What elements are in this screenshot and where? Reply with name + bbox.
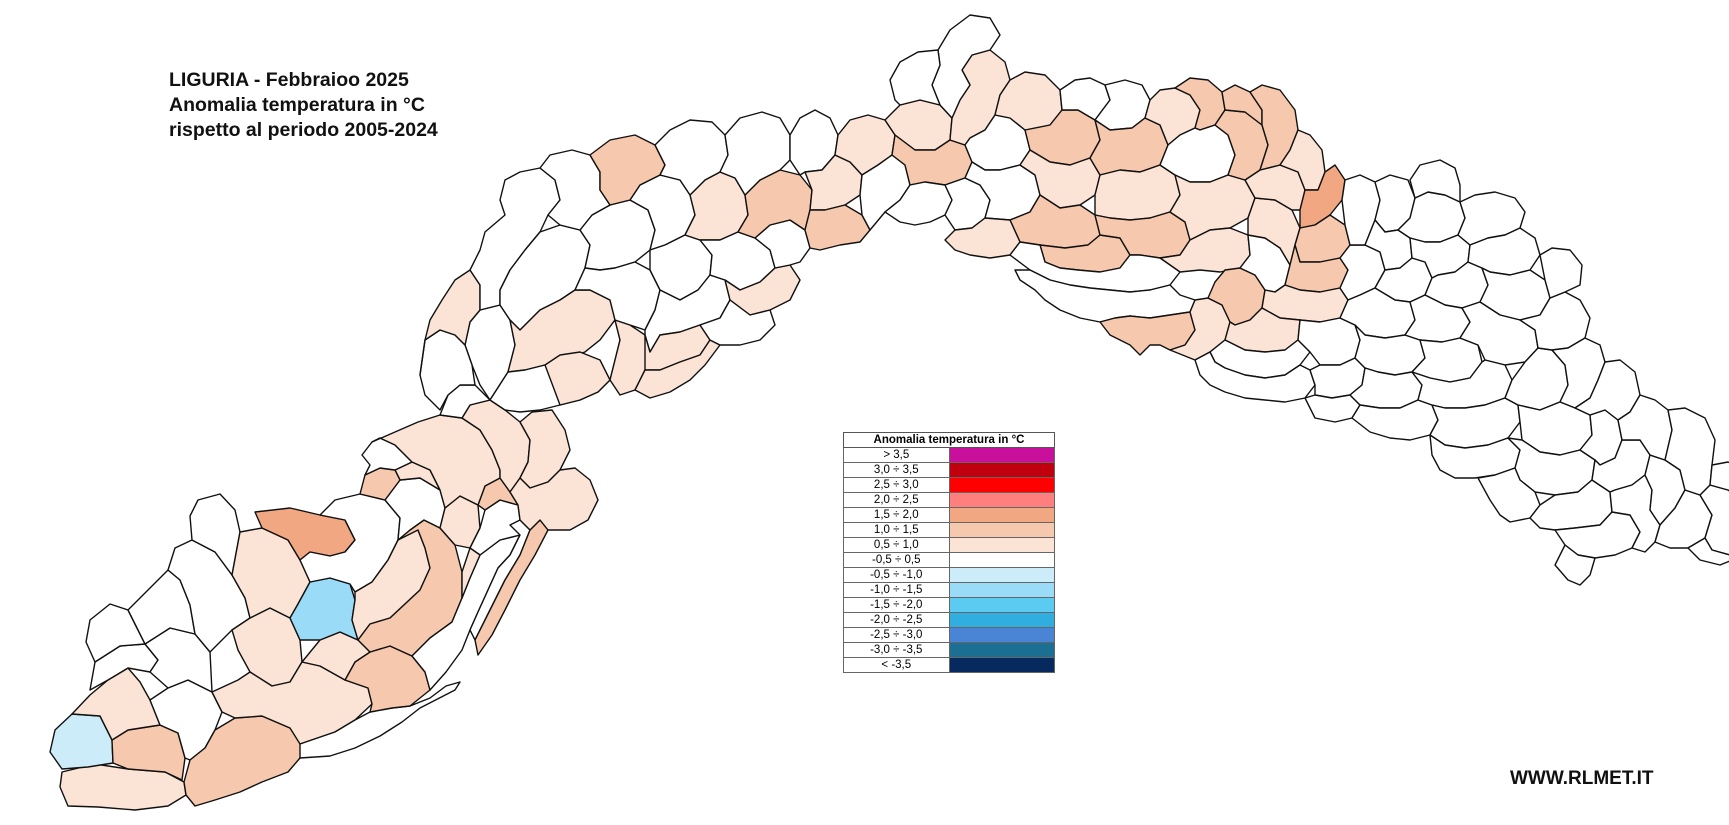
legend-label: 0,5 ÷ 1,0 (843, 537, 950, 553)
legend-swatch (948, 612, 1056, 628)
legend-row: 2,5 ÷ 3,0 (843, 477, 1056, 493)
municipality-area (1297, 317, 1361, 366)
legend-label: -0,5 ÷ 0,5 (843, 552, 950, 568)
legend-label: 2,0 ÷ 2,5 (843, 492, 950, 508)
website-credit: WWW.RLMET.IT (1510, 768, 1654, 789)
legend-swatch (948, 657, 1056, 673)
legend-row: -0,5 ÷ 0,5 (843, 552, 1056, 568)
title-line-3: rispetto al periodo 2005-2024 (169, 119, 438, 141)
legend-label: 1,5 ÷ 2,0 (843, 507, 950, 523)
legend-row: -1,5 ÷ -2,0 (843, 597, 1056, 613)
municipality-area (1687, 461, 1729, 566)
legend-swatch (948, 642, 1056, 658)
municipality-area (1409, 159, 1461, 203)
legend-row: -1,0 ÷ -1,5 (843, 582, 1056, 598)
municipality-regions (49, 14, 1729, 811)
legend-swatch (948, 582, 1056, 598)
legend-row: -3,0 ÷ -3,5 (843, 642, 1056, 658)
municipality-area (589, 134, 666, 206)
municipality-area (1664, 407, 1716, 496)
legend-swatch (948, 492, 1056, 508)
legend-label: -1,0 ÷ -1,5 (843, 582, 950, 598)
legend-label: > 3,5 (843, 447, 950, 463)
municipality-area (189, 493, 241, 576)
legend-label: -2,5 ÷ -3,0 (843, 627, 950, 643)
municipality-area (699, 299, 776, 346)
title-line-1: LIGURIA - Febbraioo 2025 (169, 69, 409, 91)
legend-table: Anomalia temperatura in °C > 3,5 3,0 ÷ 3… (843, 432, 1056, 673)
legend-label: -2,0 ÷ -2,5 (843, 612, 950, 628)
legend-swatch (948, 597, 1056, 613)
legend-swatch (948, 567, 1056, 583)
municipality-area (544, 351, 611, 406)
legend-swatch (948, 477, 1056, 493)
legend-label: < -3,5 (843, 657, 950, 673)
legend-row: -2,0 ÷ -2,5 (843, 612, 1056, 628)
legend-row: 1,0 ÷ 1,5 (843, 522, 1056, 538)
legend-row: -2,5 ÷ -3,0 (843, 627, 1056, 643)
municipality-area (299, 681, 461, 759)
municipality-area (1249, 84, 1299, 171)
legend-swatch (948, 507, 1056, 523)
map-title: LIGURIA - Febbraioo 2025 Anomalia temper… (169, 68, 438, 143)
legend-swatch (948, 552, 1056, 568)
municipality-area (461, 547, 481, 599)
municipality-area (539, 149, 611, 231)
legend-swatch (948, 537, 1056, 553)
legend-swatch (948, 627, 1056, 643)
legend-row: < -3,5 (843, 657, 1056, 673)
municipality-area (1519, 291, 1591, 351)
legend-swatch (948, 522, 1056, 538)
municipality-area (1467, 227, 1541, 276)
legend-row: 2,0 ÷ 2,5 (843, 492, 1056, 508)
municipality-area (509, 467, 599, 531)
municipality-area (634, 339, 721, 399)
legend-label: -3,0 ÷ -3,5 (843, 642, 950, 658)
municipality-area (1554, 544, 1596, 586)
municipality-area (1279, 129, 1326, 191)
municipality-area (1094, 164, 1181, 221)
legend-row: -0,5 ÷ -1,0 (843, 567, 1056, 583)
legend-label: 2,5 ÷ 3,0 (843, 477, 950, 493)
legend-row: 0,5 ÷ 1,0 (843, 537, 1056, 553)
legend-row: 1,5 ÷ 2,0 (843, 507, 1056, 523)
municipality-area (804, 204, 871, 251)
legend-label: -1,5 ÷ -2,0 (843, 597, 950, 613)
legend-swatch (948, 462, 1056, 478)
title-line-2: Anomalia temperatura in °C (169, 94, 425, 116)
municipality-area (1539, 247, 1583, 299)
legend-label: 3,0 ÷ 3,5 (843, 462, 950, 478)
legend-body: > 3,5 3,0 ÷ 3,5 2,5 ÷ 3,0 2,0 ÷ 2,5 1,5 … (843, 447, 1056, 673)
legend-row: 3,0 ÷ 3,5 (843, 462, 1056, 478)
legend-header: Anomalia temperatura in °C (843, 432, 1055, 448)
legend-label: -0,5 ÷ -1,0 (843, 567, 950, 583)
municipality-area (889, 49, 941, 106)
municipality-area (719, 111, 791, 196)
legend-swatch (948, 447, 1056, 463)
legend-label: 1,0 ÷ 1,5 (843, 522, 950, 538)
legend-row: > 3,5 (843, 447, 1056, 463)
